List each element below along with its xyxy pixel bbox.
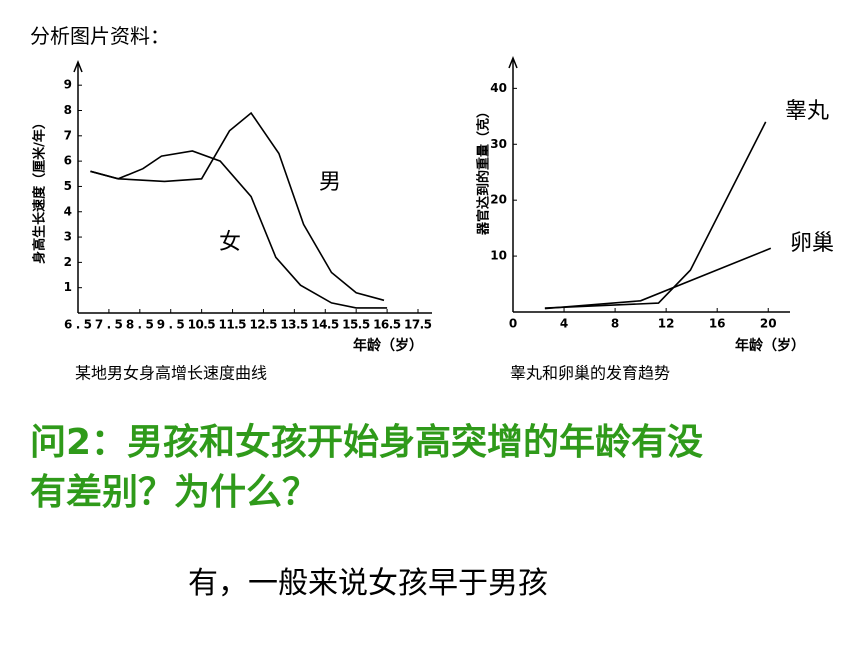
y-tick-label: 3 [64,230,72,244]
x-tick-label: 10.5 [188,318,216,332]
y-tick-label: 8 [64,103,72,117]
x-tick-label: 9.5 [157,318,185,332]
series-line [544,121,767,309]
series-label: 男 [319,170,341,195]
x-tick-label: 6.5 [64,318,92,332]
x-tick-label: 7.5 [95,318,123,332]
question-line: 问2：男孩和女孩开始身高突增的年龄有没 [30,422,704,463]
x-tick-label: 17.5 [404,318,432,332]
y-tick-label: 30 [490,137,507,151]
x-tick-label: 4 [560,317,568,331]
y-axis-label: 身高生长速度（厘米/年） [32,116,48,264]
y-tick-label: 40 [490,81,507,95]
y-tick-label: 7 [64,128,72,142]
y-tick-label: 10 [490,249,507,263]
series-label: 女 [219,230,241,255]
x-tick-label: 15.5 [342,318,370,332]
y-tick-label: 4 [64,204,72,218]
y-tick-label: 2 [64,255,72,269]
x-tick-label: 12.5 [249,318,277,332]
series-line [544,247,772,310]
y-axis-arrow [508,55,518,69]
x-tick-label: 14.5 [311,318,339,332]
x-tick-label: 13.5 [280,318,308,332]
x-tick-label: 8 [611,317,619,331]
series-label: 卵巢 [790,231,834,256]
x-tick-label: 0 [509,317,517,331]
question-line: 有差别？为什么？ [30,472,319,513]
x-tick-label: 16 [709,317,726,331]
y-axis-arrow [73,59,83,73]
y-tick-label: 20 [490,193,507,207]
series-label: 睾丸 [785,99,829,124]
header: 分析图片资料： [30,24,170,48]
x-tick-label: 12 [658,317,675,331]
series-line [90,111,385,302]
x-axis-label: 年龄（岁） [735,337,805,354]
caption: 某地男女身高增长速度曲线 [75,364,267,383]
question: 问2：男孩和女孩开始身高突增的年龄有没 有差别？为什么？ [30,418,850,518]
y-tick-label: 6 [64,154,72,168]
x-tick-label: 8.5 [126,318,154,332]
series-line [90,150,388,309]
y-tick-label: 5 [64,179,72,193]
y-tick-label: 9 [64,78,72,92]
y-axis-label: 器官达到的重量（克） [476,105,492,236]
x-tick-label: 11.5 [219,318,247,332]
x-axis-label: 年龄（岁） [353,337,423,354]
caption: 睾丸和卵巢的发育趋势 [510,364,670,383]
x-tick-label: 20 [760,317,777,331]
y-tick-label: 1 [64,280,72,294]
x-tick-label: 16.5 [373,318,401,332]
answer: 有，一般来说女孩早于男孩 [188,566,548,601]
